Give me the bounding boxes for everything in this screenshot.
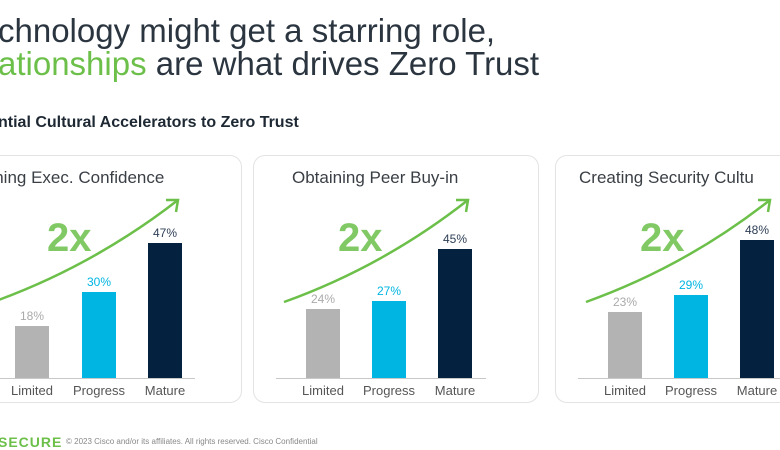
slide-title-line1: chnology might get a starring role, xyxy=(0,12,496,49)
category-label: Progress xyxy=(664,383,718,398)
chart-panel: aining Exec. Confidence 2x 18% Limited 30% Pr… xyxy=(0,155,242,403)
data-label: 24% xyxy=(310,292,336,307)
data-label: 29% xyxy=(678,277,704,292)
data-label: 45% xyxy=(442,231,468,246)
bar-mature xyxy=(740,240,774,378)
x-axis xyxy=(578,378,780,379)
multiplier-label: 2x xyxy=(640,216,685,260)
growth-arrow-line xyxy=(0,199,179,301)
arrow-head xyxy=(456,198,470,213)
growth-arrow-line xyxy=(585,199,771,304)
data-label: 47% xyxy=(152,226,178,241)
category-label: Limited xyxy=(302,383,344,398)
data-label: 48% xyxy=(744,223,770,238)
chart-panel: Creating Security Cultu 2x 23% Limited 29% Pr… xyxy=(555,155,780,403)
growth-arrow-line xyxy=(283,199,469,304)
growth-arrow-icon xyxy=(585,198,772,304)
data-label: 23% xyxy=(612,294,638,309)
data-label: 18% xyxy=(19,309,45,324)
bar-limited xyxy=(15,326,49,378)
bar-mature xyxy=(438,248,472,378)
bar-progress xyxy=(82,291,116,378)
category-label: Limited xyxy=(604,383,646,398)
arrow-head xyxy=(166,198,180,213)
category-label: Mature xyxy=(144,383,186,398)
title-highlight: ationships xyxy=(0,45,147,82)
slide-title-line2: ationships are what drives Zero Trust xyxy=(0,45,539,83)
bar-mature xyxy=(148,243,182,378)
chart-title: aining Exec. Confidence xyxy=(0,168,165,187)
footer-brand: SECURE xyxy=(0,434,63,450)
chart-title: Obtaining Peer Buy-in xyxy=(292,168,459,187)
category-label: Mature xyxy=(434,383,476,398)
bar-limited xyxy=(608,311,642,378)
bar-limited xyxy=(306,309,340,378)
x-axis xyxy=(0,378,195,379)
data-label: 27% xyxy=(376,283,402,298)
category-label: Progress xyxy=(72,383,126,398)
chart-title: Creating Security Cultu xyxy=(579,168,754,187)
arrow-head xyxy=(758,198,772,213)
multiplier-label: 2x xyxy=(47,216,92,260)
category-label: Mature xyxy=(736,383,778,398)
multiplier-label: 2x xyxy=(338,216,383,260)
title-rest: are what drives Zero Trust xyxy=(146,45,540,82)
data-label: 30% xyxy=(86,274,112,289)
category-label: Progress xyxy=(362,383,416,398)
footer-copyright: © 2023 Cisco and/or its affiliates. All … xyxy=(66,437,318,446)
section-subtitle: ntial Cultural Accelerators to Zero Trus… xyxy=(0,114,299,131)
bar-progress xyxy=(674,294,708,378)
category-label: Limited xyxy=(11,383,53,398)
bar-progress xyxy=(372,300,406,378)
growth-arrow-icon xyxy=(0,198,180,301)
x-axis xyxy=(276,378,486,379)
growth-arrow-icon xyxy=(283,198,470,304)
chart-panel: Obtaining Peer Buy-in 2x 24% Limited 27% Prog… xyxy=(253,155,539,403)
